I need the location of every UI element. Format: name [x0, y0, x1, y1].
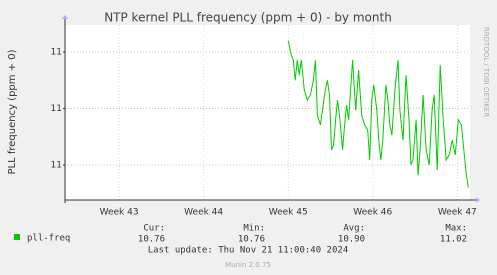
stat-value: 10.76 — [138, 235, 165, 245]
side-text: RRDTOOL / TOBI OETIKER — [482, 27, 490, 117]
y-tick-label: 11 — [51, 104, 62, 114]
chart-title: NTP kernel PLL frequency (ppm + 0) - by … — [104, 11, 392, 25]
x-tick-label: Week 46 — [353, 208, 392, 218]
series-line — [287, 40, 469, 188]
x-tick-label: Week 47 — [438, 208, 477, 218]
legend-label: pll-freq — [27, 234, 70, 244]
plot-area — [65, 25, 470, 200]
stat-value: 10.90 — [338, 235, 365, 245]
stat-header: Min: — [243, 224, 265, 234]
legend-swatch — [14, 234, 20, 240]
x-tick-label: Week 45 — [269, 208, 308, 218]
stat-value: 11.02 — [440, 235, 467, 245]
footer: Munin 2.0.75 — [225, 261, 271, 269]
x-tick-label: Week 43 — [100, 208, 139, 218]
stat-header: Max: — [445, 224, 467, 234]
axis-arrow — [476, 197, 480, 203]
stat-value: 10.76 — [238, 235, 265, 245]
x-tick-label: Week 44 — [184, 208, 223, 218]
stat-header: Avg: — [343, 224, 365, 234]
y-tick-label: 11 — [51, 161, 62, 171]
stat-header: Cur: — [143, 224, 165, 234]
last-update: Last update: Thu Nov 21 11:00:40 2024 — [148, 246, 348, 256]
y-tick-label: 11 — [51, 48, 62, 58]
axis-arrow — [62, 15, 68, 19]
y-axis-label: PLL frequency (ppm + 0) — [7, 49, 18, 174]
